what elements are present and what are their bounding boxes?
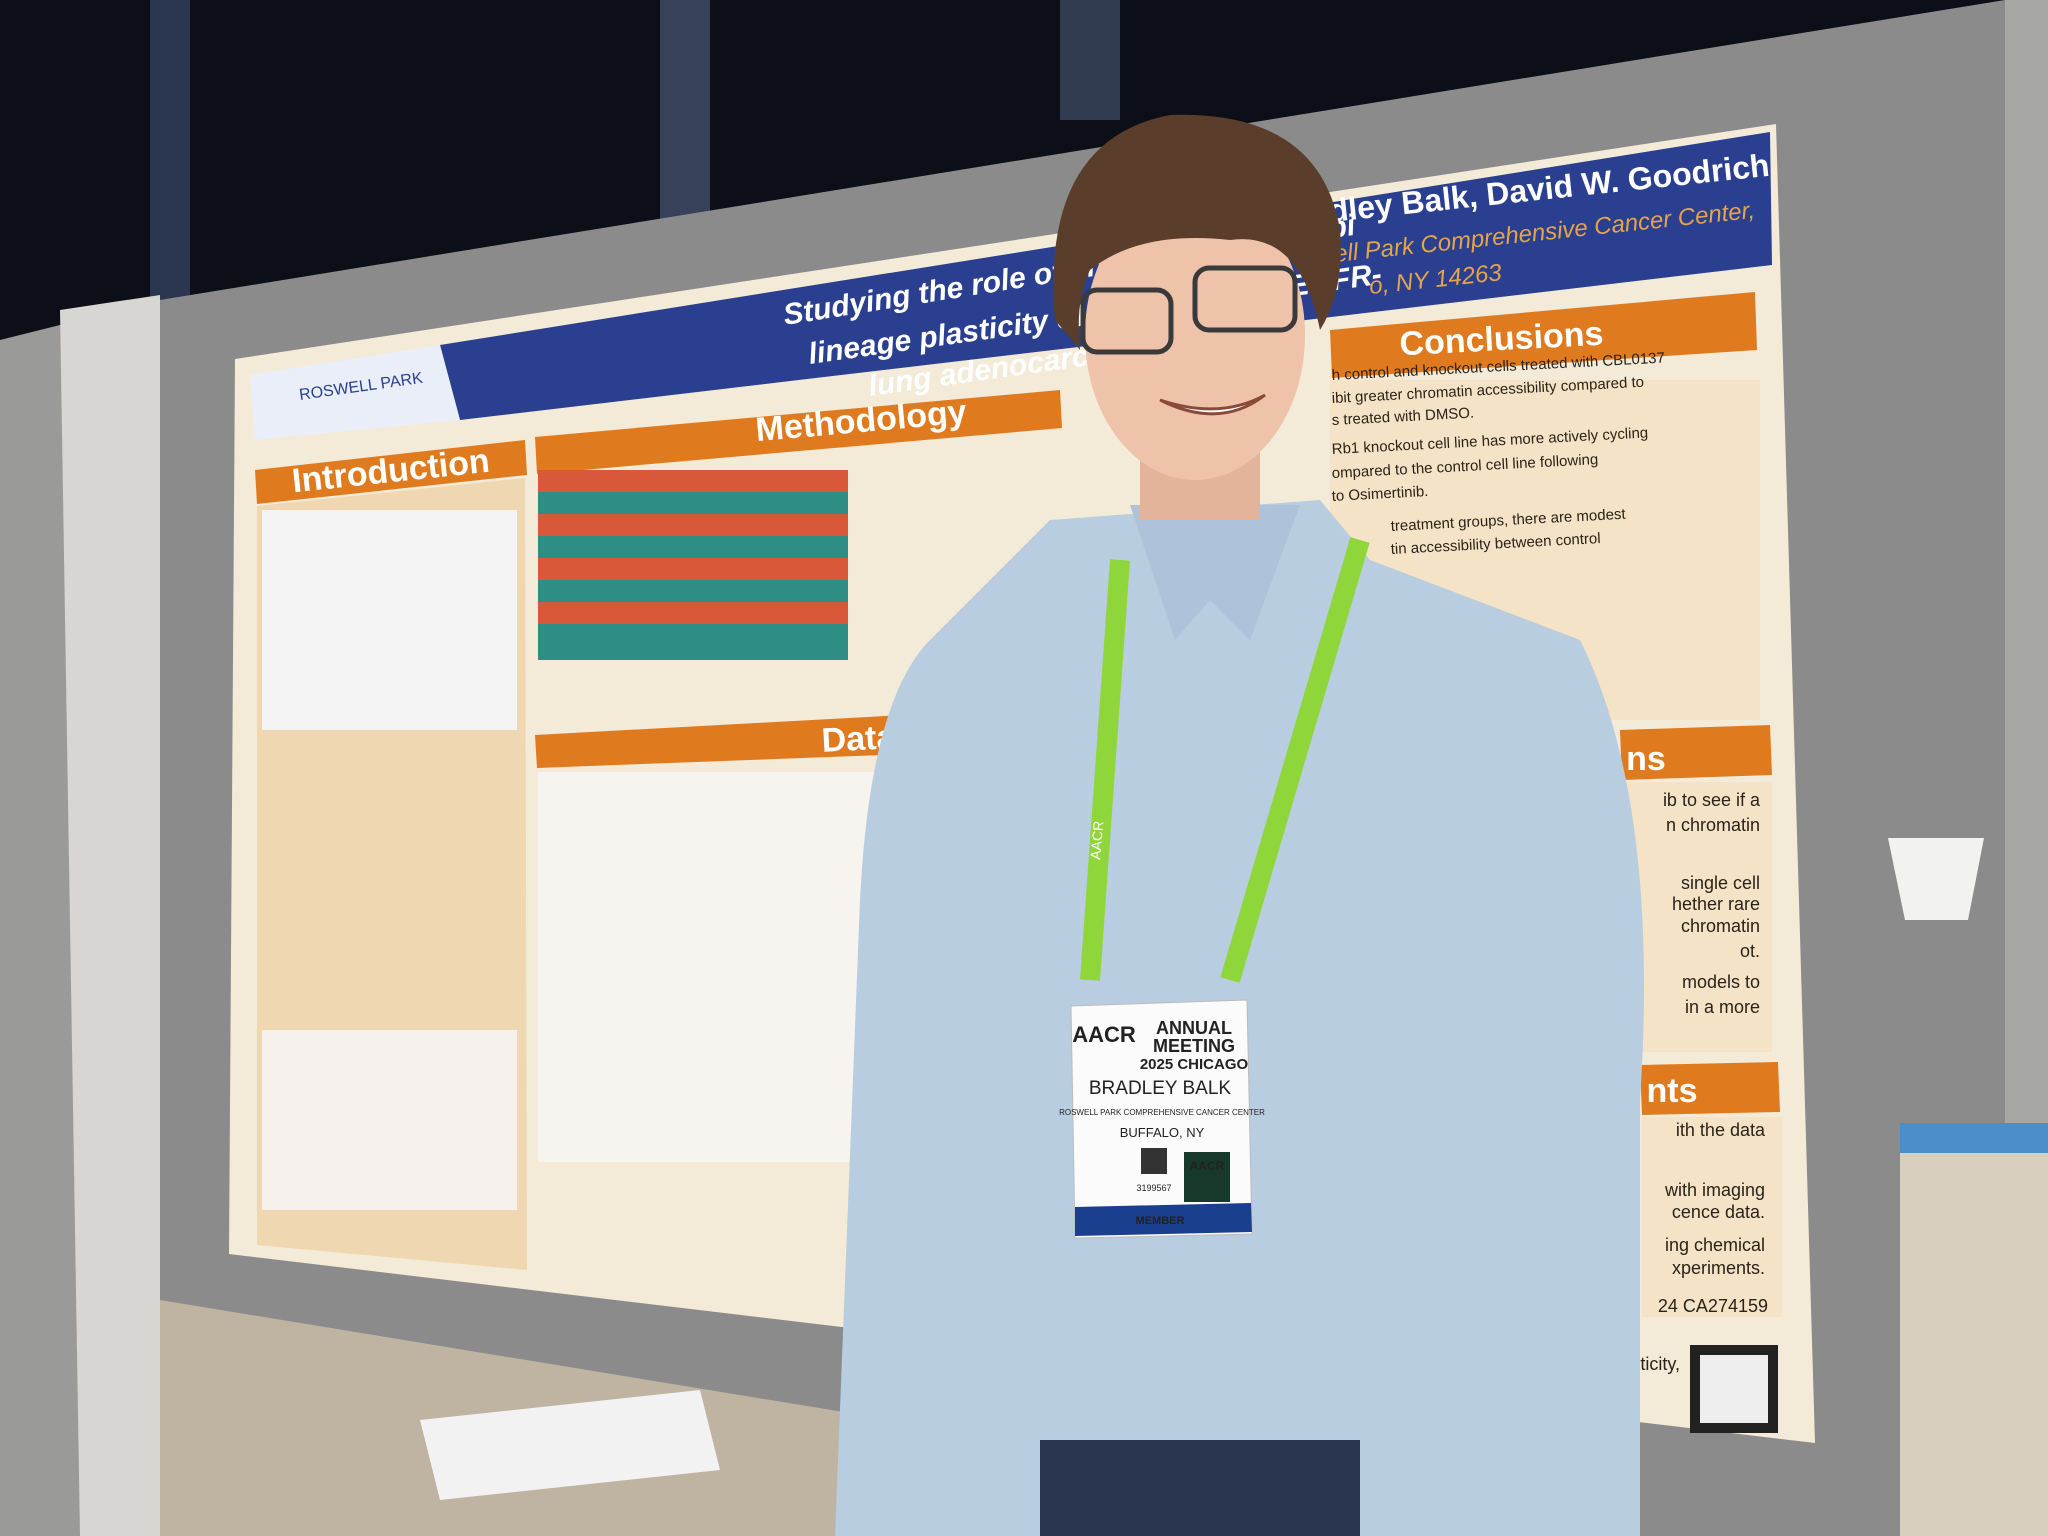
plate-row	[538, 602, 848, 624]
ack-panel	[1642, 1117, 1782, 1317]
poster-text: models to	[1682, 972, 1760, 992]
poster-text: chromatin	[1681, 916, 1760, 936]
badge-footer	[1075, 1203, 1252, 1236]
section-band	[1640, 1062, 1780, 1115]
badge-name: BRADLEY BALK	[1089, 1078, 1232, 1099]
intro-figure	[262, 510, 517, 730]
poster-text: single cell	[1681, 873, 1760, 893]
poster-text: cence data.	[1672, 1202, 1765, 1222]
logo-area	[250, 345, 460, 440]
poster-text: 24 CA274159	[1658, 1296, 1768, 1316]
plate-row	[538, 470, 848, 492]
white-panel	[60, 295, 170, 1536]
poster-text: ing chemical	[1665, 1235, 1765, 1255]
tube	[1900, 1123, 2048, 1536]
poster-text: with imaging	[1664, 1180, 1765, 1200]
hair	[1053, 114, 1341, 350]
glasses	[1080, 287, 1174, 355]
section-band	[1330, 292, 1757, 378]
poster-text: hether rare	[1672, 894, 1760, 914]
badge-city: BUFFALO, NY	[1120, 1125, 1205, 1140]
section-band	[1620, 725, 1772, 780]
poster-text: in a more	[1685, 997, 1760, 1017]
poster-text: ib to see if a	[1663, 790, 1761, 810]
plate-layout	[538, 470, 848, 660]
poster-text: ot.	[1740, 941, 1760, 961]
light-beam	[1060, 0, 1120, 120]
chair	[420, 1390, 720, 1500]
lanyard	[1080, 559, 1130, 981]
plate-row	[538, 514, 848, 536]
poster-text: ith the data	[1676, 1120, 1766, 1140]
lanyard-text: AACR	[1087, 820, 1106, 860]
face	[1085, 190, 1305, 480]
intro-figure	[262, 1030, 517, 1210]
badge-logo: AACR	[1072, 1022, 1136, 1047]
plate-row	[538, 558, 848, 580]
glasses	[1192, 265, 1298, 333]
section-header: ns	[1626, 740, 1666, 778]
badge-role: MEMBER	[1136, 1215, 1185, 1227]
badge-institution: ROSWELL PARK COMPREHENSIVE CANCER CENTER	[1059, 1108, 1265, 1117]
badge-event: 2025 CHICAGO	[1140, 1056, 1249, 1073]
section-header: nts	[1647, 1072, 1698, 1110]
badge-qr	[1141, 1148, 1167, 1174]
section-band	[535, 712, 962, 768]
section-band	[255, 440, 527, 504]
badge-small-logo: AACR	[1190, 1159, 1225, 1173]
poster-text: xperiments.	[1672, 1258, 1765, 1278]
poster-text: ticity,	[1640, 1354, 1680, 1374]
badge-small-logo-bg	[1184, 1152, 1230, 1202]
belt	[1040, 1440, 1360, 1536]
poster-text: to Osimertinib.	[1331, 483, 1428, 505]
cup	[1888, 838, 1984, 920]
badge-event: MEETING	[1153, 1036, 1235, 1056]
light-beam	[150, 0, 190, 330]
smile	[1159, 393, 1266, 416]
tape	[1900, 1123, 2048, 1153]
poster-text: n chromatin	[1666, 815, 1760, 835]
badge-event: ANNUAL	[1156, 1018, 1232, 1038]
lanyard	[1220, 537, 1370, 983]
collar	[1130, 505, 1300, 640]
section-band	[535, 390, 1062, 474]
badge-number: 3199567	[1136, 1183, 1171, 1193]
qr-code-inner	[1700, 1355, 1768, 1423]
future-panel	[1622, 782, 1772, 1052]
